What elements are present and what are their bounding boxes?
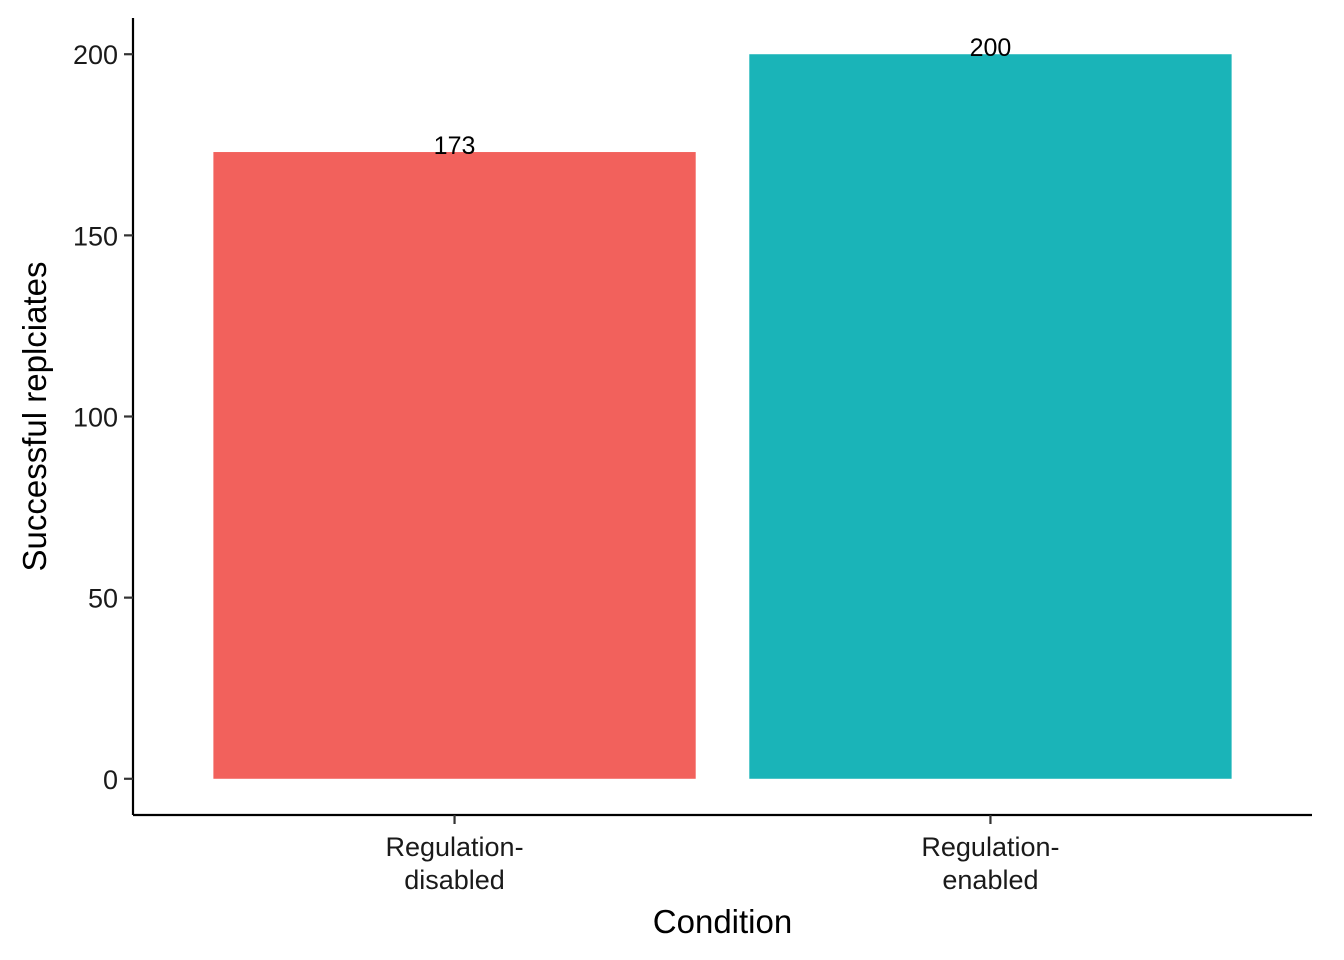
x-tick-label-line: disabled — [404, 865, 505, 895]
data-label-0: 173 — [434, 132, 476, 160]
y-tick-label-1: 50 — [88, 584, 118, 614]
bars-layer — [213, 54, 1232, 779]
bar-1 — [749, 54, 1232, 779]
y-tick-label-0: 0 — [103, 765, 118, 795]
y-tick-label-4: 200 — [73, 40, 118, 70]
x-tick-label-line: enabled — [942, 865, 1038, 895]
data-labels-layer: 173 200 — [434, 34, 1012, 160]
x-tick-label-0: Regulation-disabled — [385, 832, 523, 895]
bar-0 — [213, 152, 696, 779]
y-axis: 0 50 100 150 200 — [73, 18, 135, 815]
data-label-1: 200 — [970, 34, 1012, 62]
y-tick-label-2: 100 — [73, 403, 118, 433]
x-tick-label-1: Regulation-enabled — [921, 832, 1059, 895]
x-axis-title: Condition — [653, 903, 792, 940]
y-tick-label-3: 150 — [73, 221, 118, 251]
x-tick-label-line: Regulation- — [921, 832, 1059, 862]
x-tick-label-line: Regulation- — [385, 832, 523, 862]
y-axis-title: Successful replciates — [16, 262, 53, 572]
